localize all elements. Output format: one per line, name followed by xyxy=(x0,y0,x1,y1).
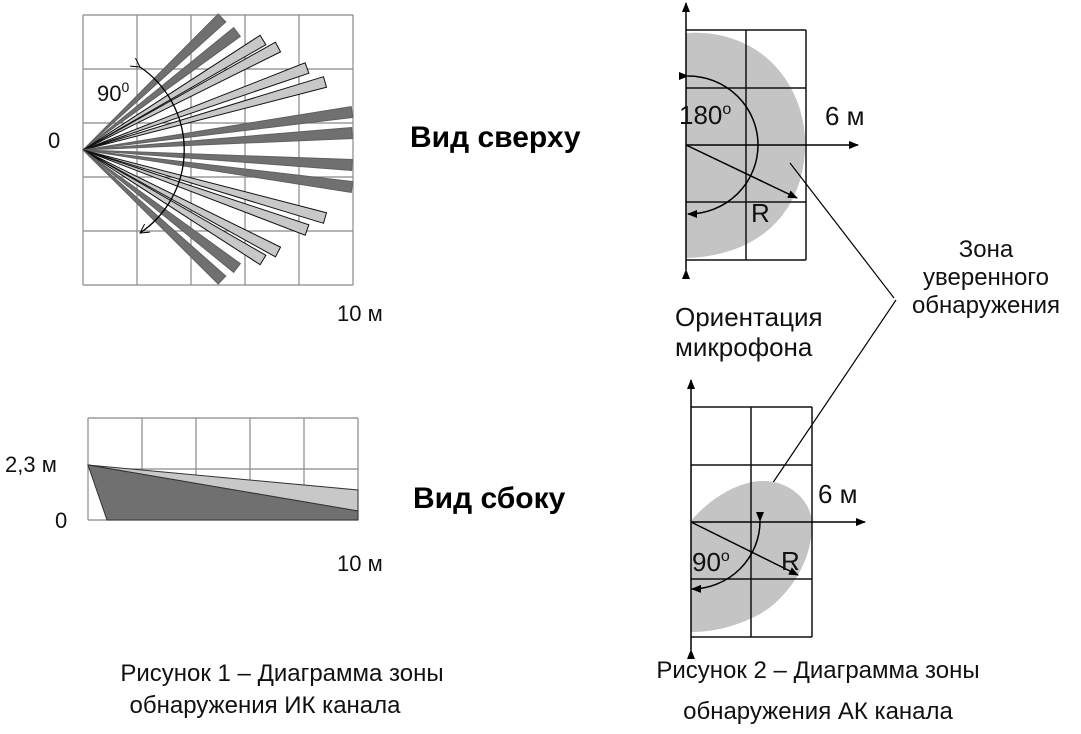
ir-side-origin-label: 0 xyxy=(55,508,67,533)
ac-side-angle-arc xyxy=(691,511,765,593)
ir-top-origin-label: 0 xyxy=(48,128,60,153)
dark-beam-15 xyxy=(82,149,242,274)
ac-side-view: 90o R 6 м xyxy=(687,379,866,659)
ir-side-view: 2,3 м 0 10 м xyxy=(5,417,383,576)
zone-leader-bottom xyxy=(767,299,897,491)
ac-top-view: 180o R 6 м xyxy=(678,2,865,279)
top-view-label: Вид сверху xyxy=(410,121,581,154)
figure2-caption-line2: обнаружения АК канала xyxy=(683,698,953,725)
ac-side-angle-label: 90o xyxy=(692,547,730,577)
mic-orientation-line2: микрофона xyxy=(675,332,813,362)
angle-arc xyxy=(140,67,185,233)
light-beam-14 xyxy=(82,149,267,266)
ac-side-distance-label: 6 м xyxy=(818,479,858,509)
ir-top-grid xyxy=(82,14,354,286)
zone-label-line1: Зона xyxy=(959,236,1014,263)
light-beam-3 xyxy=(82,34,267,151)
dark-beam-8 xyxy=(82,126,353,151)
ir-side-distance-label: 10 м xyxy=(337,551,383,576)
figure1-caption-line1: Рисунок 1 – Диаграмма зоны xyxy=(120,660,443,687)
dark-beam-7 xyxy=(82,105,354,151)
dark-beam-10 xyxy=(82,149,354,194)
dark-beam-1 xyxy=(82,13,227,151)
dark-beam-16 xyxy=(82,149,227,285)
dark-beam-2 xyxy=(82,26,242,151)
ac-side-radius-label: R xyxy=(781,546,800,576)
side-view-label: Вид сбоку xyxy=(413,482,566,515)
figure2-caption-line1: Рисунок 2 – Диаграмма зоны xyxy=(656,657,979,684)
zone-label-line2: уверенного xyxy=(923,264,1049,291)
ir-side-height-label: 2,3 м xyxy=(5,452,57,477)
ac-top-angle-arc xyxy=(678,71,759,218)
ir-beams xyxy=(82,13,354,285)
ac-top-angle-label: 180o xyxy=(679,100,731,130)
ac-top-distance-label: 6 м xyxy=(825,101,865,131)
ir-top-distance-label: 10 м xyxy=(337,301,383,326)
dark-beam-9 xyxy=(82,149,353,172)
zone-leader-top xyxy=(789,162,895,299)
ac-top-radius-arrow xyxy=(685,144,798,199)
ac-side-radius-arrow xyxy=(690,521,799,576)
figure1-caption-line2: обнаружения ИК канала xyxy=(130,692,402,719)
mic-orientation-line1: Ориентация xyxy=(675,302,823,332)
ir-top-view: 0 900 10 м xyxy=(48,13,383,326)
side-dark-beam xyxy=(87,464,359,521)
ac-top-radius-label: R xyxy=(751,198,770,228)
ir-angle-label: 900 xyxy=(97,79,129,106)
zone-label-line3: обнаружения xyxy=(912,292,1060,319)
